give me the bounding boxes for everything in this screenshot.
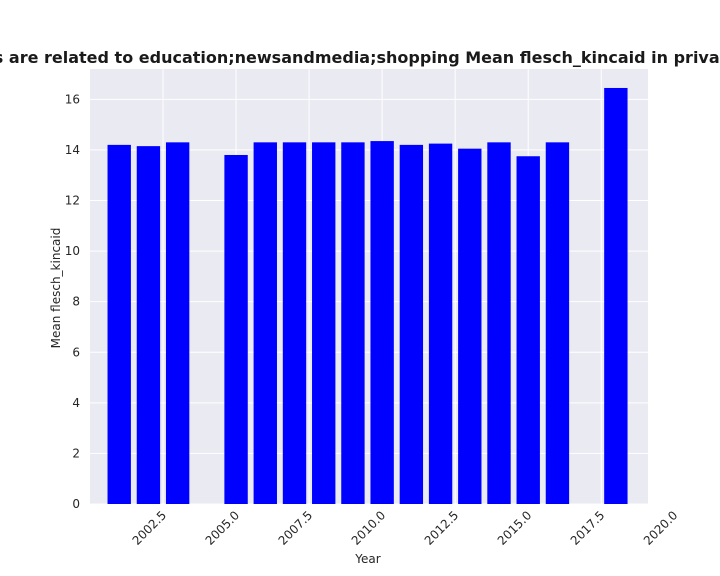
x-tick-label: 2012.5 [422, 508, 462, 548]
y-tick-label: 12 [65, 194, 80, 208]
bar [370, 141, 394, 504]
y-axis: 0 2 4 6 8 10 12 14 16 [65, 92, 80, 511]
bar [428, 143, 453, 505]
bar [458, 148, 482, 504]
bars [107, 87, 628, 505]
y-tick-label: 0 [72, 497, 80, 511]
x-tick-label: 2015.0 [495, 508, 535, 548]
x-tick-label: 2007.5 [276, 508, 316, 548]
x-axis-label: Year [354, 552, 380, 566]
bar [282, 142, 307, 504]
y-axis-label: Mean flesch_kincaid [49, 228, 63, 349]
bar [107, 144, 131, 505]
bar [312, 142, 336, 504]
bar [165, 142, 190, 504]
y-tick-label: 2 [72, 446, 80, 460]
y-tick-label: 6 [72, 345, 80, 359]
x-tick-label: 2020.0 [641, 508, 681, 548]
bar [545, 142, 570, 504]
bar [487, 142, 511, 504]
x-axis: 2002.5 2005.0 2007.5 2010.0 2012.5 2015.0 2017… [130, 508, 681, 548]
bar [253, 142, 277, 504]
x-tick-label: 2017.5 [568, 508, 608, 548]
x-tick-label: 2005.0 [203, 508, 243, 548]
bar [604, 87, 628, 505]
y-tick-label: 16 [65, 92, 80, 106]
bar [136, 146, 161, 504]
bar [516, 156, 540, 504]
y-tick-label: 8 [72, 295, 80, 309]
y-tick-label: 10 [65, 244, 80, 258]
y-tick-label: 4 [72, 396, 80, 410]
bar [224, 154, 248, 504]
x-tick-label: 2010.0 [349, 508, 389, 548]
bar [399, 144, 424, 505]
x-tick-label: 2002.5 [130, 508, 170, 548]
bar [341, 142, 365, 504]
y-tick-label: 14 [65, 143, 80, 157]
chart-title: Categories are related to education;news… [0, 48, 720, 67]
